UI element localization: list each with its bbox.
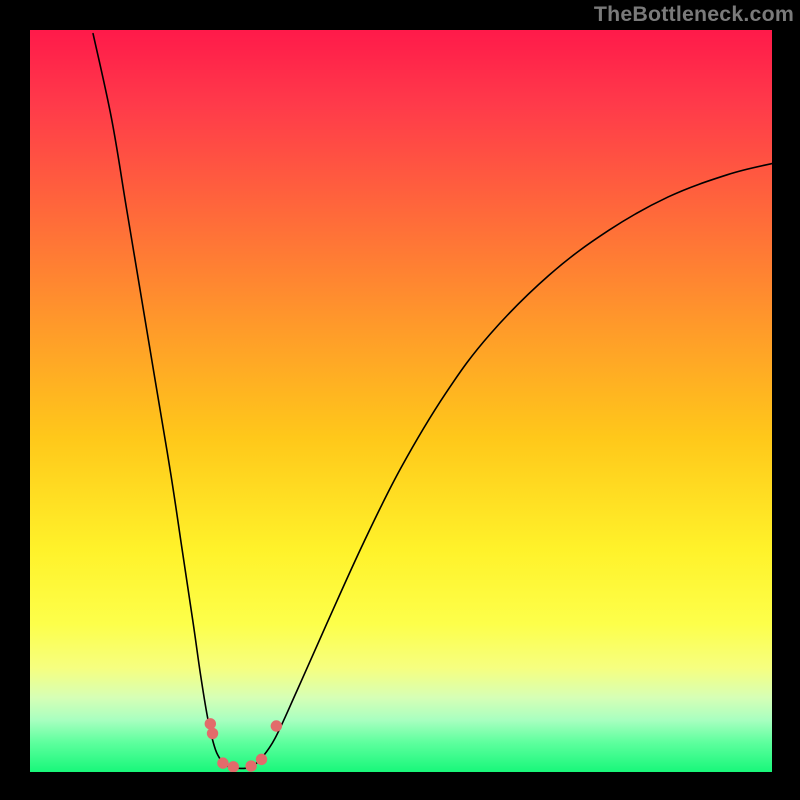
chart-svg (30, 30, 772, 772)
chart-background (30, 30, 772, 772)
marker-point (205, 719, 215, 729)
marker-point (228, 762, 238, 772)
stage: TheBottleneck.com (0, 0, 800, 800)
plot-area (30, 30, 772, 772)
marker-point (256, 754, 266, 764)
marker-point (207, 728, 217, 738)
marker-point (271, 721, 281, 731)
watermark-text: TheBottleneck.com (594, 2, 794, 27)
marker-point (246, 761, 256, 771)
marker-point (218, 758, 228, 768)
